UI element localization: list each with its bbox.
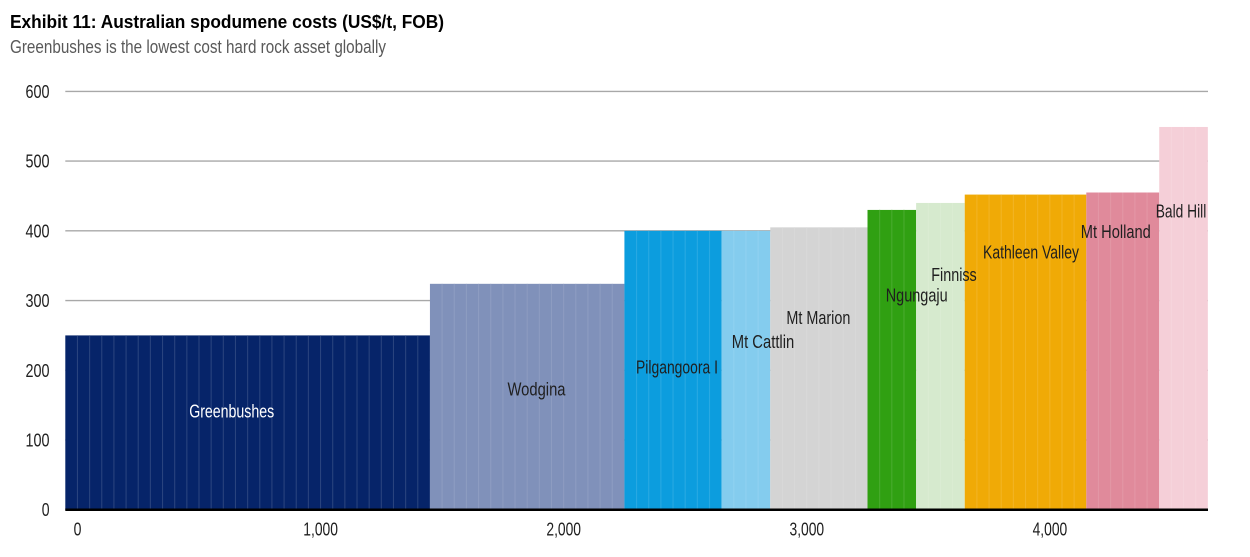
svg-text:Mt Cattlin: Mt Cattlin <box>732 331 795 352</box>
svg-text:3,000: 3,000 <box>790 518 825 539</box>
svg-text:1,000: 1,000 <box>303 518 338 539</box>
svg-text:Ngungaju: Ngungaju <box>886 284 948 305</box>
svg-text:0: 0 <box>42 499 50 520</box>
svg-text:2,000: 2,000 <box>546 518 581 539</box>
svg-text:0: 0 <box>74 518 82 539</box>
svg-text:Mt Holland: Mt Holland <box>1081 221 1151 242</box>
svg-text:Finniss: Finniss <box>931 264 977 285</box>
svg-text:Wodgina: Wodgina <box>508 379 567 400</box>
svg-text:200: 200 <box>26 360 50 381</box>
svg-text:Mt Marion: Mt Marion <box>786 307 850 328</box>
svg-text:Greenbushes is the lowest cost: Greenbushes is the lowest cost hard rock… <box>10 36 387 57</box>
svg-text:Pilgangoora I: Pilgangoora I <box>636 357 718 378</box>
svg-text:500: 500 <box>26 151 50 172</box>
svg-text:600: 600 <box>26 81 50 102</box>
svg-text:400: 400 <box>26 220 50 241</box>
svg-text:Exhibit 11: Australian spodume: Exhibit 11: Australian spodumene costs (… <box>10 11 444 32</box>
svg-text:300: 300 <box>26 290 50 311</box>
svg-text:Kathleen Valley: Kathleen Valley <box>983 242 1080 263</box>
svg-text:100: 100 <box>26 430 50 451</box>
svg-text:Greenbushes: Greenbushes <box>189 400 274 421</box>
svg-text:Bald Hill: Bald Hill <box>1156 201 1207 222</box>
svg-text:4,000: 4,000 <box>1033 518 1068 539</box>
